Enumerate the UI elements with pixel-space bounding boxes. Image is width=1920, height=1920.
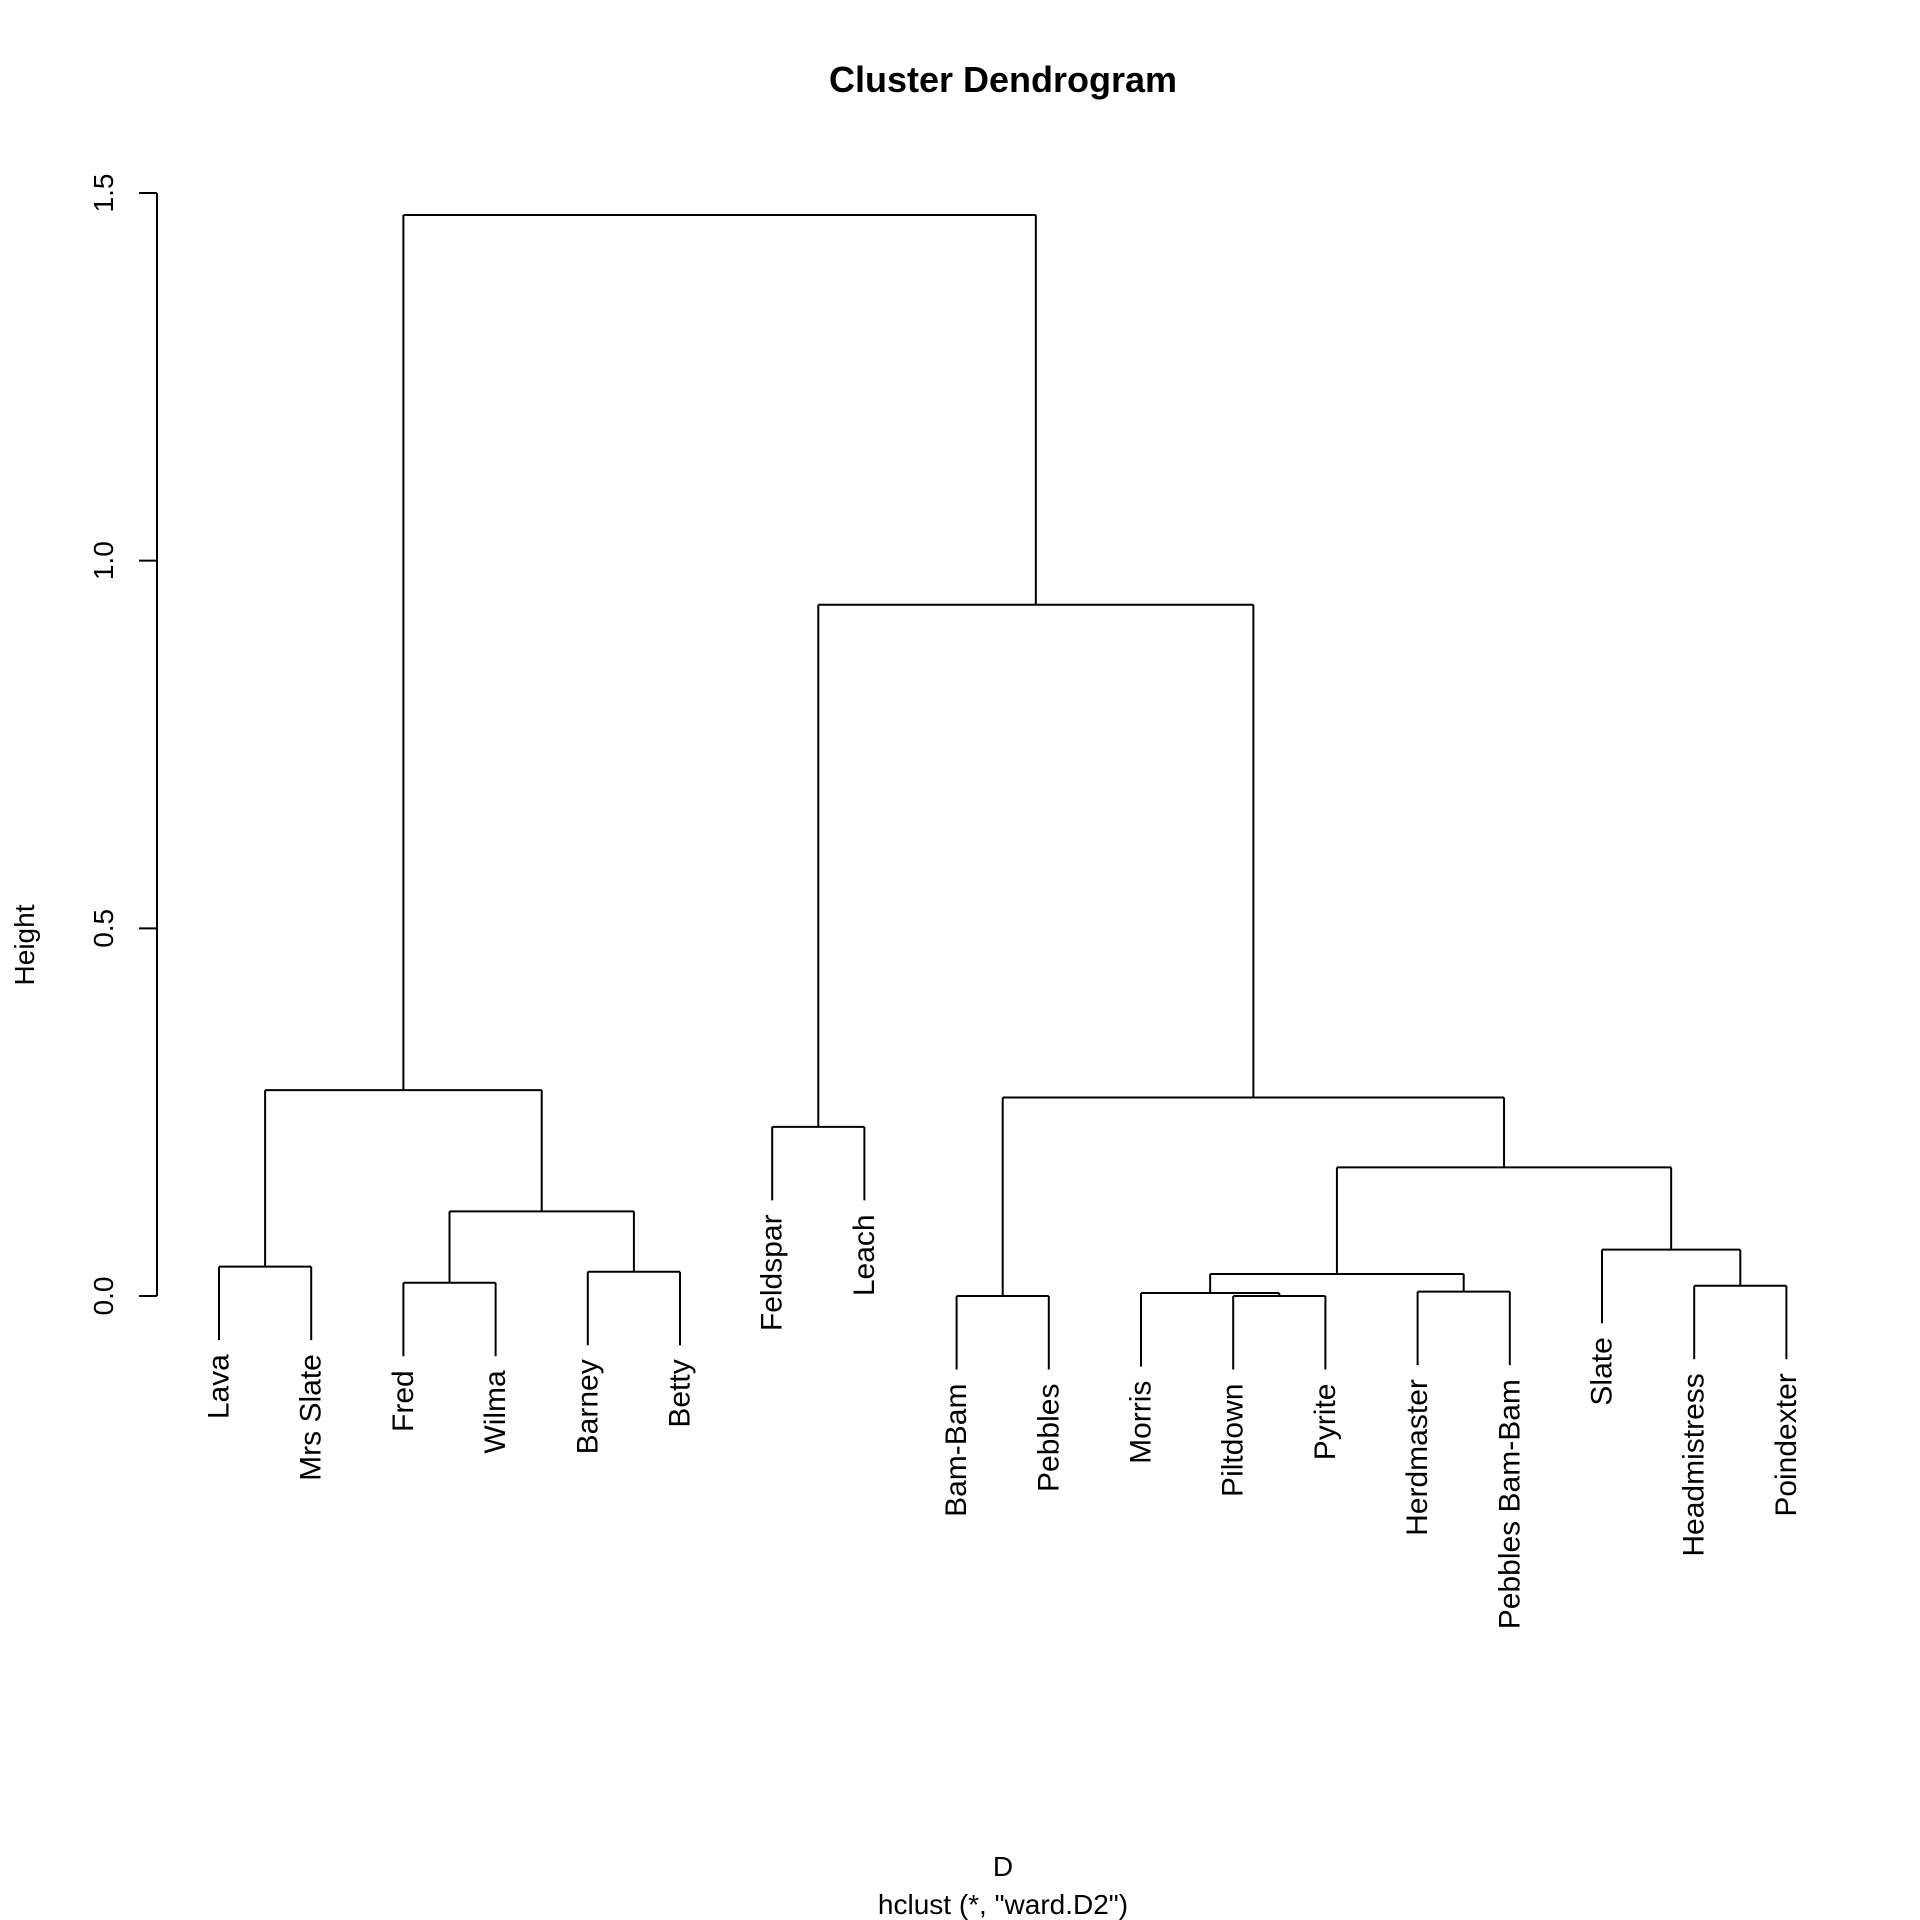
- leaf-label-herdmaster: Herdmaster: [1401, 1379, 1434, 1536]
- y-tick-label-0-0: 0.0: [88, 1277, 119, 1316]
- y-tick-label-1-5: 1.5: [88, 174, 119, 213]
- leaf-label-lava: Lava: [203, 1354, 236, 1419]
- leaf-label-wilma: Wilma: [479, 1370, 512, 1454]
- x-axis-sublabel: hclust (*, "ward.D2"): [878, 1889, 1128, 1920]
- leaf-label-betty: Betty: [664, 1359, 697, 1427]
- leaf-label-piltdown: Piltdown: [1217, 1384, 1250, 1497]
- leaf-label-headmistress: Headmistress: [1678, 1373, 1711, 1556]
- leaf-label-pyrite: Pyrite: [1309, 1384, 1342, 1461]
- leaf-label-bam-bam: Bam-Bam: [940, 1384, 973, 1517]
- leaf-label-mrs-slate: Mrs Slate: [295, 1354, 328, 1481]
- leaf-label-slate: Slate: [1586, 1337, 1619, 1405]
- x-axis-label: D: [993, 1851, 1013, 1882]
- leaf-label-poindexter: Poindexter: [1770, 1373, 1803, 1516]
- chart-title: Cluster Dendrogram: [829, 59, 1177, 100]
- leaf-label-barney: Barney: [571, 1359, 604, 1454]
- leaf-label-pebbles: Pebbles: [1032, 1384, 1065, 1492]
- leaf-label-fred: Fred: [387, 1370, 420, 1432]
- leaf-label-pebbles-bam-bam: Pebbles Bam-Bam: [1493, 1379, 1526, 1629]
- y-axis-label: Height: [9, 904, 40, 985]
- leaf-label-morris: Morris: [1125, 1381, 1158, 1464]
- leaf-label-leach: Leach: [848, 1214, 881, 1296]
- y-axis: 0.0 0.5 1.0 1.5: [88, 174, 158, 1316]
- dendrogram-branches: [218, 214, 1788, 1370]
- leaf-label-feldspar: Feldspar: [756, 1214, 789, 1331]
- y-tick-label-1-0: 1.0: [88, 541, 119, 580]
- y-tick-label-0-5: 0.5: [88, 909, 119, 948]
- leaf-labels: Lava Mrs Slate Fred Wilma Barney Betty Feldspa…: [203, 1214, 1803, 1629]
